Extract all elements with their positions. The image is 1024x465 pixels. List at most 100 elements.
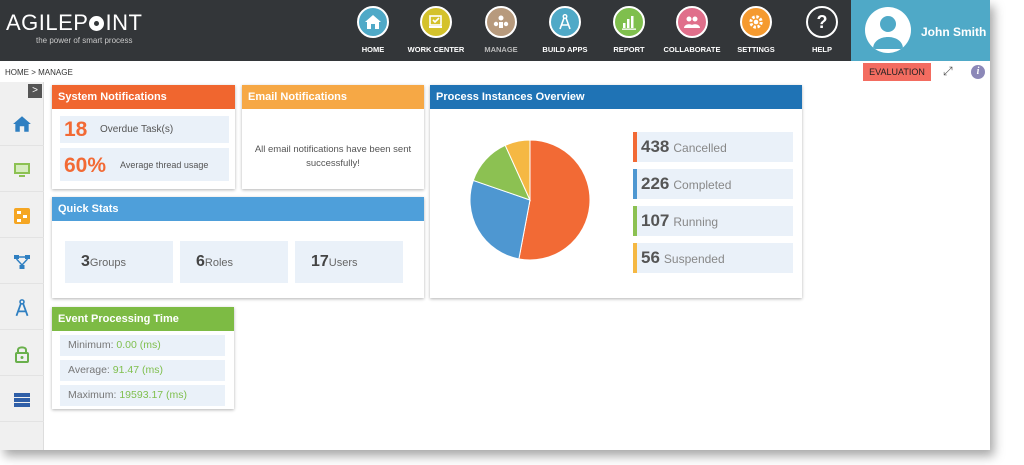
process-pie-chart <box>469 139 591 261</box>
system-notifications-panel: System Notifications 18 Overdue Task(s) … <box>52 85 235 189</box>
groups-label: Groups <box>89 257 126 269</box>
email-notifications-message: All email notifications have been sent s… <box>254 144 412 169</box>
workcenter-icon <box>420 6 452 38</box>
event-processing-panel: Event Processing Time Minimum: 0.00 (ms)… <box>52 307 234 409</box>
quick-stat-roles[interactable]: 6Roles <box>180 241 288 283</box>
top-navigation-bar: AGILEP INT the power of smart process HOM… <box>0 0 990 61</box>
nav-work-center[interactable]: WORK CENTER <box>406 0 466 61</box>
nav-report-label: REPORT <box>613 45 645 54</box>
pie-slice-suspended[interactable] <box>504 139 531 201</box>
event-average-label: Average: <box>68 364 113 376</box>
agilepoint-logo[interactable]: AGILEP INT the power of smart process <box>6 10 143 45</box>
event-maximum-label: Maximum: <box>68 389 120 401</box>
lock-icon <box>15 345 29 363</box>
collaborate-icon <box>676 6 708 38</box>
user-menu[interactable]: John Smith <box>851 0 990 61</box>
overdue-tasks-stat[interactable]: 18 Overdue Task(s) <box>60 116 229 143</box>
quick-stat-groups[interactable]: 3Groups <box>65 241 173 283</box>
sidebar-item-server[interactable] <box>0 378 44 422</box>
nav-work-center-label: WORK CENTER <box>407 45 465 54</box>
nav-build-apps-label: BUILD APPS <box>542 45 588 54</box>
nav-manage[interactable]: MANAGE <box>481 0 521 61</box>
email-notifications-title: Email Notifications <box>242 85 424 109</box>
logo-text-part1: AGILEP <box>6 10 89 35</box>
quick-stat-users[interactable]: 17Users <box>295 241 403 283</box>
legend-cancelled-value: 438 <box>641 137 670 156</box>
event-maximum-value: 19593.17 (ms) <box>119 389 188 401</box>
report-icon <box>613 6 645 38</box>
info-icon[interactable]: i <box>971 65 985 79</box>
legend-running-swatch <box>633 206 637 236</box>
expand-icon[interactable]: ⤢ <box>943 64 953 78</box>
thread-usage-label: Average thread usage <box>120 160 209 170</box>
sidebar-item-monitor[interactable] <box>0 148 44 192</box>
logo-dot-icon <box>89 16 105 31</box>
process-overview-title: Process Instances Overview <box>430 85 802 109</box>
logo-text-part2: INT <box>105 10 143 35</box>
overdue-tasks-value: 18 <box>64 118 88 141</box>
sidebar-item-build[interactable] <box>0 286 44 330</box>
email-notifications-panel: Email Notifications All email notificati… <box>242 85 424 189</box>
quick-stats-panel: Quick Stats 3Groups 6Roles 17Users <box>52 197 424 298</box>
thread-usage-stat: 60% Average thread usage <box>60 148 229 181</box>
legend-suspended[interactable]: 56 Suspended <box>633 243 793 273</box>
process-model-icon <box>14 254 30 269</box>
manage-icon <box>485 6 517 38</box>
users-count: 17 <box>311 253 329 270</box>
event-minimum-row: Minimum: 0.00 (ms) <box>60 335 225 356</box>
sidebar-toggle-button[interactable]: > <box>28 84 42 98</box>
legend-suspended-swatch <box>633 243 637 273</box>
evaluation-badge: EVALUATION <box>863 63 931 81</box>
legend-completed[interactable]: 226 Completed <box>633 169 793 199</box>
roles-label: Roles <box>204 257 234 269</box>
compass-icon <box>15 298 29 316</box>
event-maximum-row: Maximum: 19593.17 (ms) <box>60 385 225 406</box>
nav-home-label: HOME <box>361 45 385 54</box>
legend-completed-value: 226 <box>641 174 670 193</box>
sidebar-item-home[interactable] <box>0 102 44 146</box>
sidebar-item-workflow[interactable] <box>0 194 44 238</box>
nav-settings-label: SETTINGS <box>737 45 775 54</box>
avatar <box>865 7 911 53</box>
event-minimum-value: 0.00 (ms) <box>116 339 161 351</box>
event-average-value: 91.47 (ms) <box>112 364 163 376</box>
thread-usage-value: 60% <box>64 154 107 177</box>
home-icon <box>13 115 31 132</box>
app-window: AGILEP INT the power of smart process HOM… <box>0 0 990 450</box>
pie-slice-completed[interactable] <box>469 179 531 260</box>
server-icon <box>14 392 30 407</box>
legend-cancelled[interactable]: 438 Cancelled <box>633 132 793 162</box>
process-overview-panel: Process Instances Overview 438 Cancelled … <box>430 85 802 298</box>
help-icon: ? <box>806 6 838 38</box>
nav-manage-label: MANAGE <box>484 45 518 54</box>
nav-report[interactable]: REPORT <box>609 0 649 61</box>
nav-help-label: HELP <box>811 45 832 54</box>
legend-suspended-value: 56 <box>641 248 660 267</box>
nav-settings[interactable]: SETTINGS <box>734 0 778 61</box>
left-sidebar: > <box>0 82 44 450</box>
users-label: Users <box>328 257 358 269</box>
groups-count: 3 <box>81 253 90 270</box>
overdue-tasks-label: Overdue Task(s) <box>100 124 174 135</box>
nav-help[interactable]: ? HELP <box>802 0 842 61</box>
legend-running[interactable]: 107 Running <box>633 206 793 236</box>
pie-slice-cancelled[interactable] <box>518 139 591 261</box>
nav-home[interactable]: HOME <box>353 0 393 61</box>
monitor-icon <box>14 162 30 177</box>
sidebar-item-process-model[interactable] <box>0 240 44 284</box>
user-name: John Smith <box>921 25 987 39</box>
home-icon <box>357 6 389 38</box>
roles-count: 6 <box>196 253 205 270</box>
event-average-row: Average: 91.47 (ms) <box>60 360 225 381</box>
logo-tagline: the power of smart process <box>36 36 133 45</box>
nav-collaborate[interactable]: COLLABORATE <box>662 0 722 61</box>
legend-running-value: 107 <box>641 211 670 230</box>
legend-cancelled-label: Cancelled <box>673 141 727 155</box>
sidebar-item-security[interactable] <box>0 332 44 376</box>
breadcrumb[interactable]: HOME > MANAGE <box>5 68 73 77</box>
workflow-icon <box>14 207 30 224</box>
legend-completed-label: Completed <box>673 178 732 192</box>
nav-build-apps[interactable]: BUILD APPS <box>538 0 592 61</box>
legend-completed-swatch <box>633 169 637 199</box>
quick-stats-title: Quick Stats <box>52 197 424 221</box>
